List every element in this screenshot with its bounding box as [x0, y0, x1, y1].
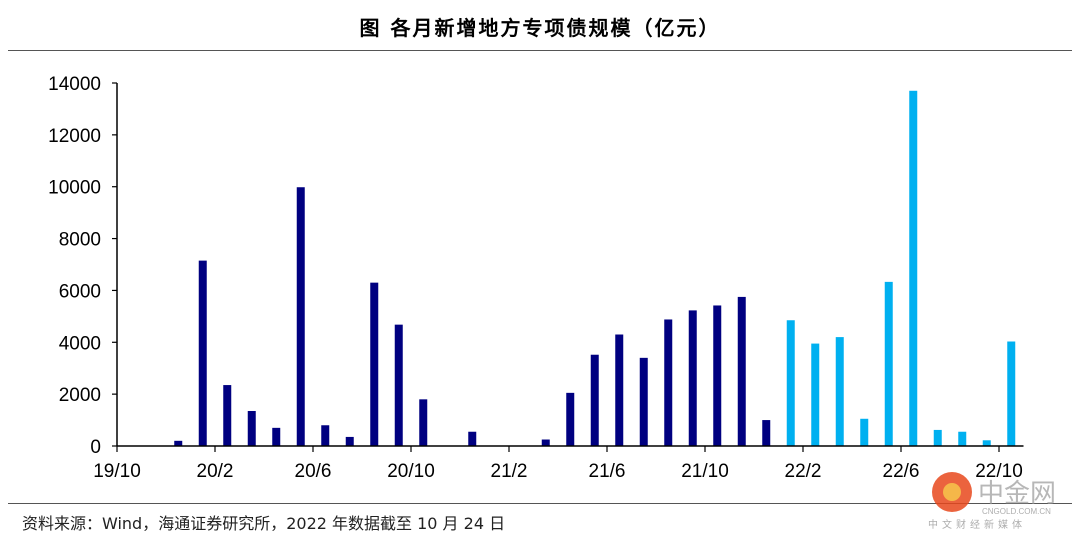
- y-tick-label: 0: [90, 437, 101, 458]
- svg-text:中金网: 中金网: [978, 478, 1056, 508]
- bar-20/9: [394, 324, 403, 446]
- bar-22/7: [933, 429, 942, 446]
- bar-21/5: [590, 354, 599, 446]
- x-tick-label: 20/10: [387, 461, 435, 482]
- x-tick-label: 22/2: [785, 461, 822, 482]
- bar-22/8: [958, 431, 967, 446]
- bar-22/9: [982, 440, 991, 446]
- bar-21/8: [664, 319, 673, 446]
- chart-title: 图 各月新增地方专项债规模（亿元）: [359, 16, 721, 40]
- bar-20/3: [247, 410, 256, 446]
- y-tick-label: 4000: [59, 333, 101, 354]
- bar-21/10: [713, 305, 722, 446]
- y-tick-label: 8000: [59, 230, 101, 251]
- bar-22/1: [786, 320, 795, 446]
- x-tick-label: 22/6: [883, 461, 920, 482]
- bar-21/6: [615, 334, 624, 446]
- x-tick-label: 21/2: [491, 461, 528, 482]
- bar-21/4: [566, 392, 575, 446]
- x-tick-label: 20/6: [295, 461, 332, 482]
- bar-20/5: [296, 187, 305, 447]
- bar-21/3: [541, 439, 550, 446]
- bar-20/4: [272, 427, 281, 446]
- y-tick-label: 10000: [48, 178, 101, 199]
- y-tick-label: 14000: [48, 74, 101, 95]
- svg-text:CNGOLD.COM.CN: CNGOLD.COM.CN: [982, 507, 1051, 516]
- bar-22/10: [1007, 341, 1016, 446]
- bar-22/4: [860, 418, 869, 446]
- x-tick-label: 20/2: [197, 461, 234, 482]
- watermark-logo: 中金网 CNGOLD.COM.CN 中文财经新媒体: [928, 472, 1056, 531]
- x-tick-label: 22/10: [975, 461, 1023, 482]
- y-tick-label: 6000: [59, 281, 101, 302]
- bar-22/2: [811, 343, 820, 446]
- bar-21/12: [762, 420, 771, 446]
- bar-22/6: [909, 90, 918, 447]
- x-tick-label: 21/6: [589, 461, 626, 482]
- bar-20/7: [345, 436, 354, 446]
- bar-21/11: [737, 296, 746, 446]
- bar-22/3: [835, 337, 844, 446]
- bar-19/12: [174, 440, 183, 446]
- x-tick-label: 19/10: [93, 461, 141, 482]
- bar-chart: 0 2000 4000 6000 8000 10000 12000 14000 19/10 20/…: [48, 74, 1024, 482]
- bar-20/2: [223, 385, 232, 446]
- y-tick-label: 2000: [59, 385, 101, 406]
- bar-20/6: [321, 425, 330, 446]
- bar-22/5: [884, 281, 893, 446]
- svg-text:中文财经新媒体: 中文财经新媒体: [928, 518, 1026, 531]
- footer-divider: [8, 503, 1072, 504]
- bar-20/10: [419, 399, 428, 446]
- x-tick-label: 21/10: [681, 461, 729, 482]
- title-divider: [8, 50, 1072, 51]
- bar-20/1: [198, 260, 207, 446]
- bar-20/8: [370, 282, 379, 446]
- y-tick-label: 12000: [48, 126, 101, 147]
- bar-20/12: [468, 431, 477, 446]
- bar-21/7: [639, 357, 648, 446]
- source-note: 资料来源：Wind，海通证券研究所，2022 年数据截至 10 月 24 日: [22, 514, 506, 533]
- bar-21/9: [688, 310, 697, 446]
